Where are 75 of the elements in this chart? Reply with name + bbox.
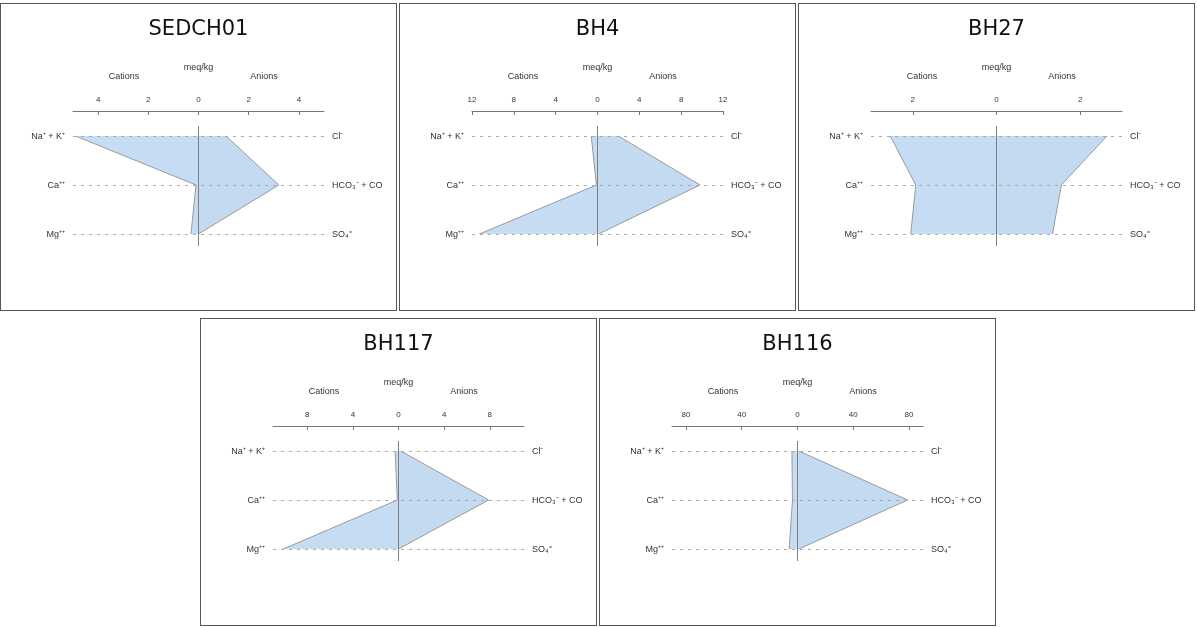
text: Cations: [108, 70, 140, 81]
y2-tick-label: HCO₃⁻ + CO: [731, 180, 782, 190]
x-tick-label: 0: [794, 409, 800, 419]
x-tick-label: 40: [848, 409, 858, 419]
x-axis-title: meq/kg: [782, 376, 812, 387]
text: Anions: [449, 385, 478, 396]
y-tick-label: Na⁺ + K⁺: [31, 131, 65, 141]
x-tick-label: 8: [487, 409, 493, 419]
y-tick-label: Ca⁺⁺: [645, 495, 664, 505]
x-tick-label: 8: [678, 94, 684, 104]
x-tick-label: 0: [595, 94, 601, 104]
y-tick-label: Na⁺ + K⁺: [829, 131, 863, 141]
x-tick-label: 2: [1077, 94, 1083, 104]
x-axis-title: meq/kg: [183, 61, 214, 72]
chart-title: SEDCH01: [148, 15, 249, 40]
y-tick-label: Na⁺ + K⁺: [629, 446, 664, 456]
x-tick-label: 2: [146, 94, 152, 104]
text: Cations: [308, 385, 340, 396]
y-tick-label: Mg⁺⁺: [445, 229, 464, 239]
x-tick-label: 80: [680, 409, 691, 419]
text: Anions: [649, 70, 678, 81]
x-tick-label: 4: [441, 409, 447, 419]
y-tick-label: Mg⁺⁺: [46, 229, 65, 239]
x-axis-title: meq/kg: [383, 376, 413, 387]
x-tick-label: 40: [736, 409, 747, 419]
y2-tick-label: Cl⁻: [731, 131, 743, 141]
x-axis-title: meq/kg: [981, 61, 1012, 72]
x-tick-label: 4: [350, 409, 356, 419]
x-tick-label: 8: [304, 409, 310, 419]
x-tick-label: 4: [553, 94, 559, 104]
y-tick-label: Na⁺ + K⁺: [230, 446, 265, 456]
y-tick-label: Ca⁺⁺: [446, 180, 464, 190]
chart-title: BH27: [968, 15, 1025, 40]
y-tick-label: Ca⁺⁺: [845, 180, 863, 190]
text: Cations: [906, 70, 938, 81]
x-tick-label: 2: [246, 94, 252, 104]
x-tick-label: 8: [511, 94, 517, 104]
x-axis-title: meq/kg: [582, 61, 613, 72]
chart-title: BH116: [761, 330, 833, 355]
y-tick-label: Mg⁺⁺: [245, 544, 265, 554]
y-tick-label: Ca⁺⁺: [47, 180, 65, 190]
text: Cations: [707, 385, 739, 396]
y2-tick-label: SO₄⁼: [930, 544, 951, 554]
x-tick-label: 4: [637, 94, 643, 104]
text: Anions: [250, 70, 279, 81]
x-tick-label: 12: [467, 94, 477, 104]
x-tick-label: 2: [910, 94, 916, 104]
chart-title: BH4: [575, 15, 620, 40]
y2-tick-label: HCO₃⁻ + CO: [930, 495, 981, 505]
y-tick-label: Mg⁺⁺: [644, 544, 664, 554]
y2-tick-label: SO₄⁼: [332, 229, 352, 239]
y-tick-label: Mg⁺⁺: [844, 229, 863, 239]
y2-tick-label: HCO₃⁻ + CO: [531, 495, 582, 505]
x-tick-label: 0: [395, 409, 401, 419]
y2-tick-label: SO₄⁼: [731, 229, 751, 239]
y2-tick-label: Cl⁻: [1130, 131, 1142, 141]
y2-tick-label: HCO₃⁻ + CO: [332, 180, 383, 190]
x-tick-label: 0: [196, 94, 202, 104]
y2-tick-label: Cl⁻: [930, 446, 942, 456]
x-tick-label: 4: [296, 94, 302, 104]
y-tick-label: Na⁺ + K⁺: [430, 131, 464, 141]
chart-title: BH117: [362, 330, 434, 355]
x-tick-label: 80: [904, 409, 914, 419]
y-tick-label: Ca⁺⁺: [246, 495, 265, 505]
y2-tick-label: HCO₃⁻ + CO: [1130, 180, 1181, 190]
text: Anions: [848, 385, 877, 396]
y2-tick-label: SO₄⁼: [1130, 229, 1150, 239]
x-tick-label: 4: [95, 94, 101, 104]
text: Anions: [1048, 70, 1077, 81]
y2-tick-label: Cl⁻: [332, 131, 344, 141]
text: Cations: [507, 70, 539, 81]
y2-tick-label: Cl⁻: [531, 446, 543, 456]
y2-tick-label: SO₄⁼: [531, 544, 552, 554]
x-tick-label: 0: [994, 94, 1000, 104]
x-tick-label: 12: [718, 94, 728, 104]
